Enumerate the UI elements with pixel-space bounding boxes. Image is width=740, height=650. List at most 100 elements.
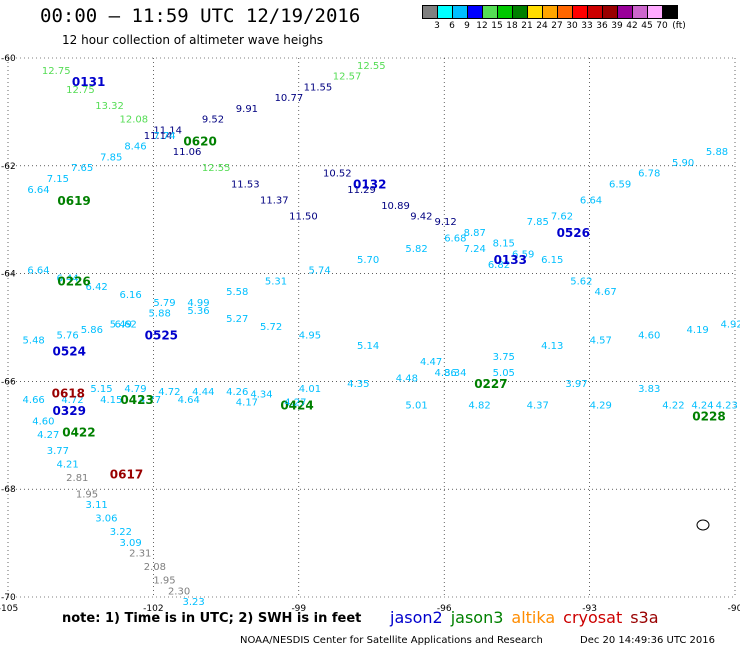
legend-label: 18 [506,21,518,31]
swh-value-label: 4.24 [691,400,713,411]
swh-value-label: 5.90 [672,158,694,169]
swh-value-label: 5.70 [357,255,379,266]
swh-value-label: 6.64 [27,185,49,196]
pass-time-label: 0617 [110,467,143,481]
data-marks: 12.7512.7513.3212.0811.1411.0612.5511.53… [23,61,740,608]
swh-value-label: 8.46 [124,142,146,153]
swh-value-label: 11.06 [173,147,202,158]
swh-value-label: 10.89 [381,201,410,212]
swh-value-label: 4.27 [37,430,59,441]
swh-value-label: 9.12 [435,217,457,228]
swh-value-label: 5.49 [110,320,132,331]
y-tick-label: -60 [1,54,16,64]
swh-value-label: 3.75 [493,352,515,363]
pass-time-label: 0228 [692,409,725,423]
swh-value-label: 4.34 [250,390,272,401]
swh-value-label: 2.30 [168,586,190,597]
legend-label: 30 [566,21,578,31]
x-tick-label: -93 [582,604,597,614]
swh-value-label: 4.21 [56,460,78,471]
swh-value-label: 2.81 [66,473,88,484]
pass-time-label: 0422 [62,426,95,440]
swh-value-label: 4.48 [396,373,418,384]
swh-value-label: 5.76 [56,330,78,341]
swh-value-label: 4.82 [468,400,490,411]
swh-value-label: 9.52 [202,115,224,126]
swh-value-label: 7.15 [47,174,69,185]
swh-value-label: 4.57 [590,336,612,347]
swh-value-label: 6.82 [488,260,510,271]
swh-value-label: 5.86 [81,325,103,336]
swh-value-label: 4.29 [590,400,612,411]
swh-value-label: 4.44 [192,387,214,398]
swh-value-label: 4.60 [32,417,54,428]
swh-value-label: 5.79 [153,298,175,309]
swh-value-label: 4.47 [420,357,442,368]
legend-label: 36 [596,21,608,31]
swh-value-label: 5.31 [265,276,287,287]
x-tick-label: -96 [437,604,452,614]
swh-value-label: 12.55 [357,61,386,72]
satellite-name: altika [511,608,556,627]
footer-note: note: 1) Time is in UTC; 2) SWH is in fe… [62,611,362,626]
legend-label: 21 [521,21,533,31]
swh-value-label: 4.22 [662,400,684,411]
legend-label: 3 [434,21,440,31]
swh-value-label: 12.57 [333,72,362,83]
swh-value-label: 5.88 [149,309,171,320]
pass-time-label: 0329 [53,404,86,418]
page-title: 00:00 – 11:59 UTC 12/19/2016 [40,5,361,27]
swh-value-label: 11.14 [144,131,173,142]
swh-value-label: 3.09 [119,538,141,549]
legend-label: 27 [551,21,563,31]
swh-value-label: 6.44 [56,274,78,285]
legend-label: 9 [464,21,470,31]
legend-label: 42 [626,21,638,31]
swh-value-label: 5.27 [226,314,248,325]
legend-swatch [662,5,678,19]
swh-value-label: 5.15 [90,384,112,395]
y-tick-label: -66 [1,377,16,387]
swh-value-label: 4.72 [61,395,83,406]
swh-value-label: 4.27 [284,398,306,409]
swh-value-label: 5.74 [308,266,330,277]
swh-value-label: 12.08 [119,115,148,126]
pass-time-label: 0133 [494,253,527,267]
swh-value-label: 4.66 [23,395,45,406]
swh-value-label: 6.15 [541,255,563,266]
swh-value-label: 4.92 [720,320,740,331]
swh-value-label: 4.13 [541,341,563,352]
swh-value-label: 4.95 [299,330,321,341]
swh-value-label: 4.15 [100,395,122,406]
swh-value-label: 5.62 [570,276,592,287]
swh-value-label: 8.87 [464,228,486,239]
pass-time-label: 0131 [72,75,105,89]
swh-value-label: 7.62 [551,212,573,223]
swh-value-label: 4.99 [187,298,209,309]
swh-value-label: 7.85 [527,217,549,228]
island-outline [696,519,710,531]
x-tick-label: -90 [728,604,740,614]
swh-value-label: 4.26 [226,387,248,398]
pass-time-label: 0226 [57,275,90,289]
swh-value-label: 11.29 [347,185,376,196]
swh-value-label: 7.24 [464,244,486,255]
swh-value-label: 5.14 [357,341,379,352]
satellite-key: jason2 jason3 altika cryosat s3a [390,608,667,627]
swh-value-label: 4.77 [139,395,161,406]
legend-label: 12 [476,21,488,31]
swh-value-label: 6.42 [86,282,108,293]
swh-value-label: 4.23 [716,400,738,411]
swh-value-label: 11.53 [231,179,260,190]
credit-line: NOAA/NESDIS Center for Satellite Applica… [240,635,543,646]
swh-value-label: 9.91 [236,104,258,115]
y-tick-label: -62 [1,162,16,172]
page-subtitle: 12 hour collection of altimeter wave hei… [62,33,324,47]
y-tick-label: -64 [1,270,16,280]
satellite-name: s3a [630,608,659,627]
legend-labels: 3 6 9 12 15 18 21 24 27 30 33 36 39 42 45 70 (ft) [422,19,740,33]
x-tick-label: -102 [143,604,163,614]
pass-time-label: 0423 [120,393,153,407]
legend-label: 45 [641,21,653,31]
